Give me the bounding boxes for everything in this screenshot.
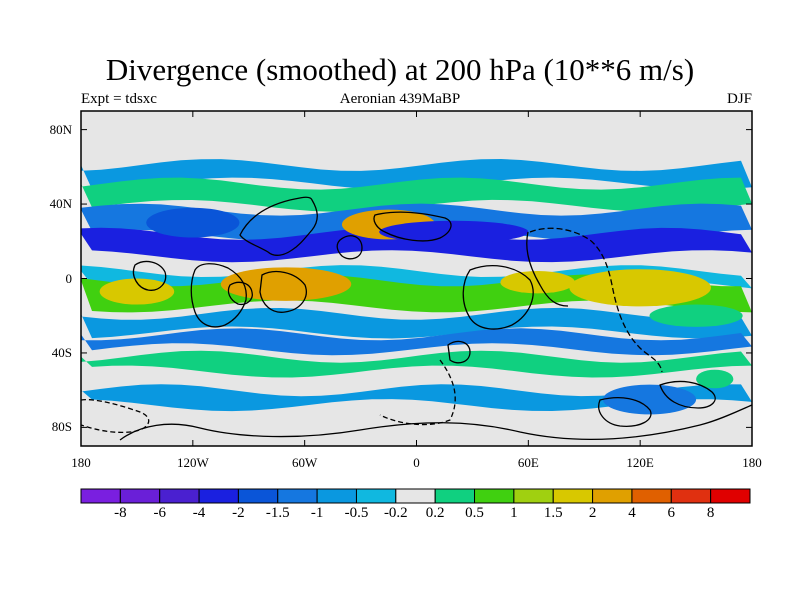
field-cell [602,384,697,415]
colorbar-label: -2 [232,505,245,521]
colorbar-swatch [710,488,751,504]
coastline-antarctic-arc [379,359,456,426]
colorbar-swatch [395,488,436,504]
colorbar-label: 6 [667,505,676,521]
axis-ticks [80,111,753,446]
experiment-label: Expt = tdsxc [81,91,157,107]
lon-tick-label: 180 [71,455,91,470]
lat-tick-label: 40N [49,196,72,212]
field-cell [569,269,711,307]
colorbar-label: 4 [628,505,636,521]
field-cell [99,278,175,305]
colorbar-label: -0.5 [344,505,369,521]
coastline-west-continent [259,271,307,313]
colorbar-swatch [474,488,515,504]
colorbar-swatch [80,488,121,504]
colorbar [80,488,751,504]
coastline-far-west [81,399,150,434]
coastline-pacific-island [132,260,167,291]
lon-tick-label: 120W [176,455,209,470]
colorbar-label: 1 [510,505,518,521]
colorbar-label: -1.5 [265,505,290,521]
field-cell [379,220,529,244]
lat-tick-label: 80N [49,121,72,137]
coastline-southern-continent [119,404,752,441]
field-cell [500,271,575,294]
colorbar-swatch [355,488,397,504]
colorbar-swatch [670,488,712,504]
coastline-south-island [447,340,471,364]
lon-tick-label: 0 [413,455,420,470]
lon-tick-label: 180 [742,455,762,470]
colorbar-label: -1 [310,505,324,521]
colorbar-swatch [277,488,318,504]
coastline-south-america-inner [227,281,253,306]
colorbar-label: -4 [192,505,206,521]
lon-tick-label: 60W [292,455,318,470]
field-band [81,384,752,412]
coastline-north-america [239,196,318,256]
colorbar-swatch [159,488,200,504]
field-band [81,307,752,339]
coastline-east-asia [526,231,569,307]
coastline-africa [462,265,534,330]
colorbar-swatch [434,488,476,504]
coastline-southern-peninsula [659,380,716,409]
divergence-field [81,111,752,446]
map-title: Divergence (smoothed) at 200 hPa (10**6 … [105,52,695,87]
colorbar-swatch [552,488,594,504]
colorbar-label: -6 [153,505,166,521]
colorbar-swatch [316,488,357,504]
field-cell [696,369,734,389]
field-cell [220,267,352,301]
field-cell [146,207,240,238]
colorbar-label: 0.5 [465,505,484,521]
lon-tick-label: 120E [626,455,654,470]
coastlines [81,196,752,441]
colorbar-swatch [237,488,279,504]
colorbar-swatch [631,488,672,504]
field-cell [649,304,743,327]
colorbar-label: 8 [706,505,715,521]
lat-tick-label: 40S [51,344,72,360]
coastline-south-america [190,263,247,328]
field-band [81,177,752,212]
field-band [81,350,752,378]
coastline-europe [373,211,452,242]
coastline-southern-bay [598,397,652,427]
colorbar-label: 1.5 [543,505,563,521]
field-band [81,159,752,190]
colorbar-swatch [513,488,554,504]
period-label: Aeronian 439MaBP [339,91,461,107]
colorbar-label: -8 [114,505,127,521]
coastline-asia [529,227,663,373]
colorbar-swatch [198,488,239,504]
season-label: DJF [726,91,752,107]
colorbar-swatch [119,488,161,504]
field-band [81,328,752,356]
lat-tick-label: 80S [51,419,72,435]
lon-tick-label: 60E [517,455,539,470]
colorbar-label: 0.2 [425,505,445,521]
coastline-atlantic-island [336,235,363,260]
colorbar-label: 2 [588,505,597,521]
colorbar-swatch [592,488,633,504]
lat-tick-label: 0 [65,270,73,286]
colorbar-label: -0.2 [383,505,408,521]
